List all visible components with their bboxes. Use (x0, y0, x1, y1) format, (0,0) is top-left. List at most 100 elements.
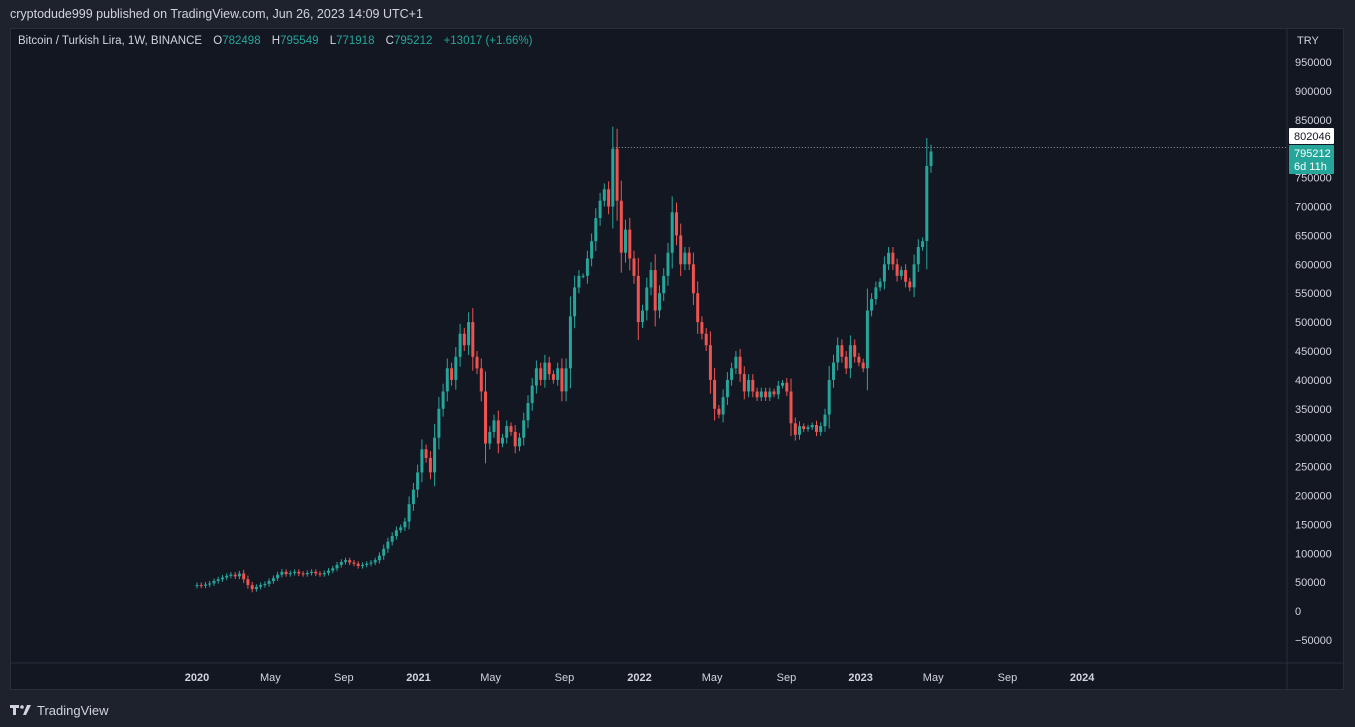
candle (441, 383, 445, 417)
candle-body (798, 426, 801, 435)
candle (259, 582, 263, 590)
candle-body (424, 449, 428, 458)
candle (653, 254, 657, 327)
candle (704, 327, 708, 351)
candle-body (776, 385, 780, 395)
candle (815, 420, 818, 437)
candle-body (810, 425, 814, 428)
candle-body (641, 310, 644, 323)
candle (670, 196, 674, 269)
candle (802, 423, 806, 432)
candle (479, 358, 483, 402)
candle-body (250, 585, 254, 590)
candle (666, 242, 670, 286)
candle-body (314, 571, 318, 574)
candle (840, 339, 844, 363)
candle (887, 247, 891, 271)
candle-body (624, 229, 627, 253)
candle (874, 281, 878, 305)
candle-body (836, 345, 840, 363)
candle-body (246, 579, 250, 586)
candle-body (560, 368, 564, 392)
candle-body (229, 574, 233, 576)
candle (420, 439, 424, 483)
candle (458, 323, 462, 367)
candle (428, 451, 432, 480)
candle-body (607, 189, 611, 207)
candle-body (407, 504, 411, 522)
candle (916, 239, 920, 273)
candle-body (806, 427, 810, 429)
candle (352, 560, 356, 567)
candle (641, 304, 644, 328)
candle-body (267, 581, 271, 584)
candle-body (738, 356, 742, 375)
candle-body (891, 252, 895, 265)
candle (216, 576, 220, 584)
candle (365, 561, 369, 568)
candle (450, 362, 454, 386)
candle-body (534, 368, 538, 386)
chart-panel[interactable] (10, 28, 1344, 690)
candle (237, 570, 241, 580)
candle-body (815, 425, 818, 432)
tradingview-brand[interactable]: TradingView (37, 702, 109, 718)
change-value: +13017 (+1.66%) (443, 35, 533, 47)
candle-body (301, 573, 305, 575)
candle-body (755, 391, 759, 398)
candle (348, 557, 352, 566)
candle (700, 316, 704, 340)
candle (848, 335, 852, 379)
open-value: 782498 (222, 35, 261, 47)
candle-body (700, 322, 704, 334)
candle (585, 250, 589, 284)
candle (662, 268, 666, 301)
marker-price-value: 802046 (1294, 131, 1331, 143)
candle (649, 262, 653, 296)
candle-body (318, 573, 322, 575)
candle-body (895, 264, 899, 276)
price-tick-label: 200000 (1295, 491, 1332, 503)
candle-body (208, 583, 212, 585)
candle (225, 573, 229, 581)
candle (335, 561, 339, 572)
candle-body (925, 166, 929, 242)
price-tick-label: 50000 (1295, 577, 1326, 589)
candle (899, 266, 903, 280)
candle-body (288, 573, 292, 575)
candle-body (551, 374, 555, 380)
candle-body (221, 577, 224, 580)
time-tick-label: May (480, 672, 501, 684)
price-tick-label: 450000 (1295, 346, 1332, 358)
candle-body (730, 368, 734, 380)
candle-body (369, 562, 373, 564)
candle (632, 250, 636, 284)
candle (518, 432, 521, 452)
candle (373, 557, 377, 566)
candle (776, 380, 780, 400)
candle (433, 423, 437, 487)
candle-body (254, 586, 258, 590)
candle-body (484, 391, 487, 444)
candle (645, 277, 649, 321)
candle-body (225, 575, 229, 578)
candle (242, 569, 246, 584)
candle-body (509, 426, 513, 432)
candle-body (785, 382, 789, 392)
candle-body (352, 562, 356, 564)
candle-body (802, 426, 806, 429)
candle (675, 202, 678, 246)
candle (212, 578, 216, 586)
candle-body (237, 573, 241, 577)
symbol-name[interactable]: Bitcoin / Turkish Lira, 1W, BINANCE (18, 35, 203, 47)
candle-body (259, 585, 263, 587)
candle (411, 482, 415, 511)
candle (322, 570, 326, 577)
candle (199, 582, 203, 589)
close-label: C (385, 35, 394, 47)
candle-body (649, 270, 653, 288)
candle (229, 572, 233, 579)
candle-body (539, 368, 543, 380)
candle-body (518, 437, 521, 447)
